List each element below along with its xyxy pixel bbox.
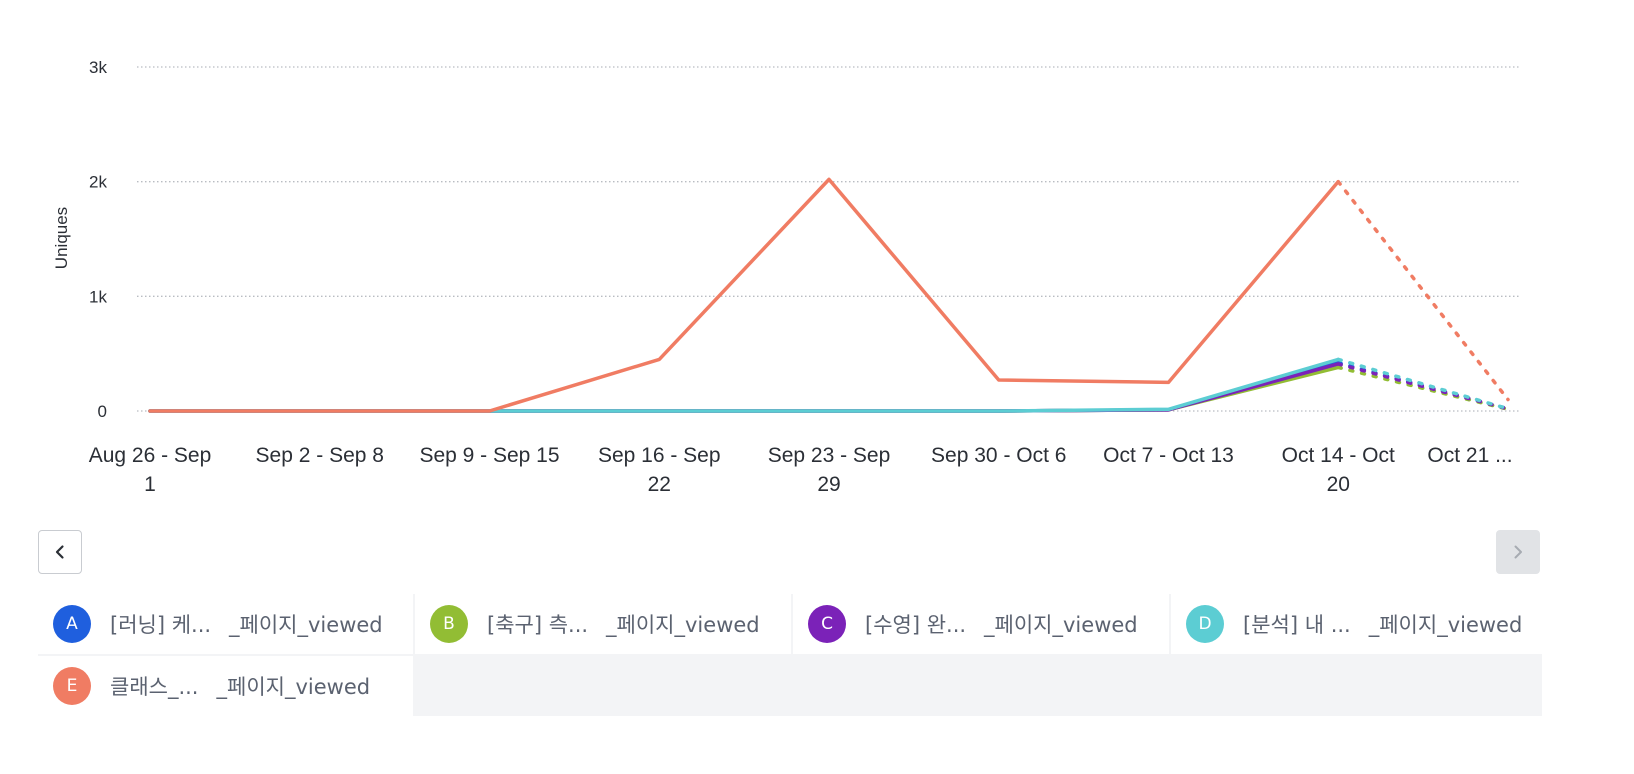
x-tick-label: Sep 9 - Sep 15 [419,444,559,467]
series-line-d [148,357,1340,413]
legend-label: [축구] 측... _페이지_viewed [487,613,760,637]
series-projection-d [1336,357,1510,411]
y-tick-label: 2k [89,173,107,192]
series-line-c [148,362,1340,413]
x-tick-label: Oct 14 - Oct 20 [1282,444,1395,496]
legend-label: [러닝] 케... _페이지_viewed [110,613,383,637]
series-line-a [148,361,1340,413]
legend-item-c[interactable]: C [수영] 완... _페이지_viewed [793,594,1169,654]
x-tick-label: Oct 21 ... [1427,444,1512,467]
chevron-right-icon [1514,545,1522,559]
x-tick-label: Sep 16 - Sep 22 [598,444,721,496]
x-tick-label: Oct 7 - Oct 13 [1103,444,1234,467]
series-line-b [148,365,1340,413]
legend-badge: A [53,605,91,643]
y-axis-label: Uniques [52,207,71,269]
legend-label: [분석] 내 ... _페이지_viewed [1243,613,1523,637]
legend-badge: D [1186,605,1224,643]
x-tick-label: Aug 26 - Sep 1 [89,444,212,496]
series-lines [148,177,1510,413]
x-tick-label: Sep 23 - Sep 29 [768,444,891,496]
y-tick-label: 3k [89,58,107,77]
next-page-button[interactable] [1496,530,1540,574]
y-tick-label: 0 [98,402,107,421]
legend: A [러닝] 케... _페이지_viewed B [축구] 측... _페이지_v… [38,594,1542,716]
previous-page-button[interactable] [38,530,82,574]
y-axis-ticks: 0 1k 2k 3k [89,58,107,421]
y-tick-label: 1k [89,287,107,306]
legend-badge: B [430,605,468,643]
grid-lines [137,66,1520,412]
series-line-e [148,177,1340,413]
legend-item-b[interactable]: B [축구] 측... _페이지_viewed [415,594,791,654]
series-projection-b [1336,365,1510,412]
legend-label: [수영] 완... _페이지_viewed [865,613,1138,637]
series-projection-e [1336,179,1510,402]
chevron-left-icon [55,545,64,559]
legend-item-a[interactable]: A [러닝] 케... _페이지_viewed [38,594,413,654]
x-axis-ticks: Aug 26 - Sep 1 Sep 2 - Sep 8 Sep 9 - Sep 15… [89,444,1513,496]
legend-badge: C [808,605,846,643]
legend-label: 클래스_... _페이지_viewed [110,675,371,699]
legend-badge: E [53,667,91,705]
line-chart: 0 1k 2k 3k Uniques Aug 26 - Sep 1 Sep 2 - Sep… [52,58,1520,496]
x-tick-label: Sep 2 - Sep 8 [256,444,384,467]
x-tick-label: Sep 30 - Oct 6 [931,444,1066,467]
legend-item-e[interactable]: E 클래스_... _페이지_viewed [38,656,413,716]
legend-item-d[interactable]: D [분석] 내 ... _페이지_viewed [1171,594,1542,654]
